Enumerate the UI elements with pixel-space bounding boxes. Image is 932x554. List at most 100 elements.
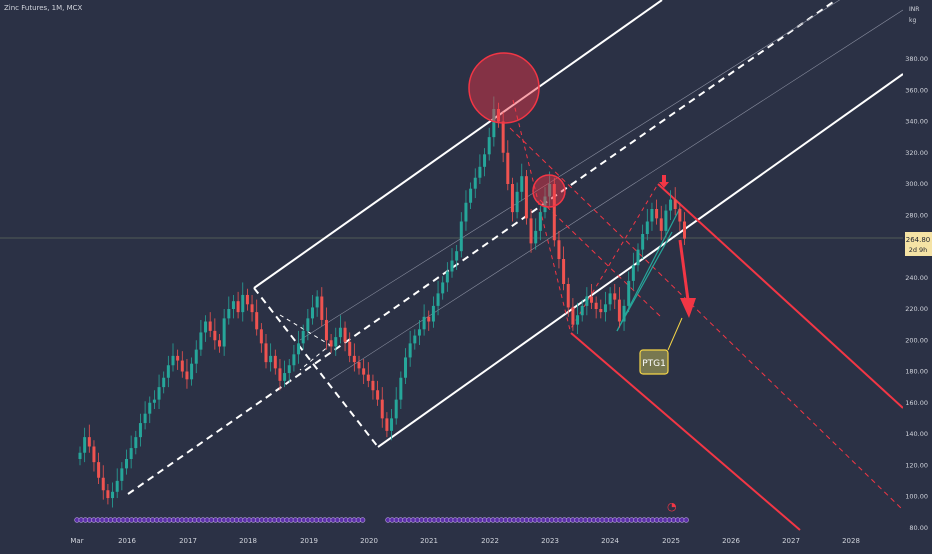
candle (483, 148, 487, 177)
y-tick-label: 240.00 (905, 274, 928, 282)
candle-body (422, 316, 426, 330)
candle (641, 224, 645, 259)
candle-body (278, 368, 282, 381)
candle (227, 296, 231, 325)
candle (413, 329, 417, 350)
candle-body (222, 318, 226, 347)
y-tick-label: 340.00 (905, 118, 928, 126)
candle-body (594, 302, 598, 309)
candle-body (445, 271, 449, 283)
x-tick-label: 2018 (239, 537, 257, 545)
candle-body (134, 437, 138, 449)
price-axis: INR kg 80.00 100.00 120.00 140.00 160.00 180.… (903, 0, 932, 532)
candle-body (376, 390, 380, 400)
candle (301, 324, 305, 350)
candle (552, 177, 556, 247)
candle (171, 343, 175, 372)
candle-body (97, 462, 101, 478)
red-lower-line (570, 332, 801, 531)
candle-body (120, 468, 124, 481)
pivot-dashed-line (253, 287, 379, 448)
candle (241, 282, 245, 322)
candle-body (501, 121, 505, 153)
candle (176, 349, 180, 370)
candle-body (413, 335, 417, 344)
candle-body (683, 221, 686, 239)
candle (683, 212, 686, 245)
candle-body (273, 355, 277, 369)
candle (422, 304, 426, 336)
channel-inner-line-1 (299, 0, 841, 341)
candle (162, 371, 166, 394)
candle-body (199, 332, 203, 350)
candle-body (306, 318, 310, 331)
candle-body (301, 330, 305, 344)
candle (371, 374, 375, 400)
candle-body (176, 355, 180, 361)
candle-body (543, 196, 547, 213)
candle-body (464, 202, 468, 222)
candle (269, 343, 273, 372)
candle (450, 248, 454, 278)
candle-body (334, 337, 338, 347)
candle-body (194, 349, 198, 364)
candle (273, 349, 277, 375)
candle (213, 318, 217, 350)
x-tick-label: 2028 (842, 537, 860, 545)
candle-body (524, 176, 528, 219)
candle (390, 409, 394, 441)
candle-body (283, 373, 287, 381)
candle-body (483, 154, 487, 167)
candle-body (180, 360, 184, 372)
candle (487, 127, 491, 161)
candle-body (603, 304, 607, 313)
candle (180, 351, 184, 378)
candle-body (371, 380, 375, 391)
candle-body (510, 184, 514, 213)
candle (324, 307, 328, 350)
x-tick-label: 2025 (662, 537, 680, 545)
candle-body (608, 293, 612, 305)
candle (678, 202, 682, 231)
candle-body (92, 446, 96, 463)
candle (204, 315, 208, 342)
candle (613, 284, 617, 309)
candle (659, 205, 663, 241)
candle-body (148, 402, 152, 414)
candle (464, 190, 468, 231)
candle (417, 319, 421, 345)
candle-body (227, 309, 231, 319)
candle-body (580, 305, 584, 316)
candle-body (348, 341, 352, 356)
candle (278, 359, 282, 391)
candle-body (394, 399, 398, 419)
candle-body (143, 413, 147, 424)
candle (669, 190, 673, 220)
x-tick-label: 2016 (118, 537, 136, 545)
candle-body (436, 293, 440, 306)
candle (157, 374, 161, 409)
candle-body (538, 212, 542, 231)
candle-body (520, 176, 524, 192)
candle (445, 262, 449, 292)
candle (306, 309, 310, 341)
candle-body (390, 418, 394, 431)
time-axis: Mar 2016 2017 2018 2019 2020 2021 2022 2023 2024 2… (0, 532, 932, 550)
candle (571, 298, 575, 331)
candle-body (87, 437, 91, 447)
last-price-badge (905, 232, 932, 256)
candle-body (645, 221, 649, 234)
candle-body (515, 191, 519, 213)
candle-body (269, 355, 273, 363)
red-dashed-line-2 (539, 199, 661, 317)
last-price-value: 264.80 (906, 236, 931, 244)
red-median-line (509, 127, 904, 511)
candle-body (259, 329, 263, 344)
event-marker-dot (683, 517, 689, 523)
candle (548, 171, 552, 206)
candle-body (385, 418, 389, 431)
channel-lower-line (377, 73, 904, 448)
candle-body (450, 260, 454, 272)
